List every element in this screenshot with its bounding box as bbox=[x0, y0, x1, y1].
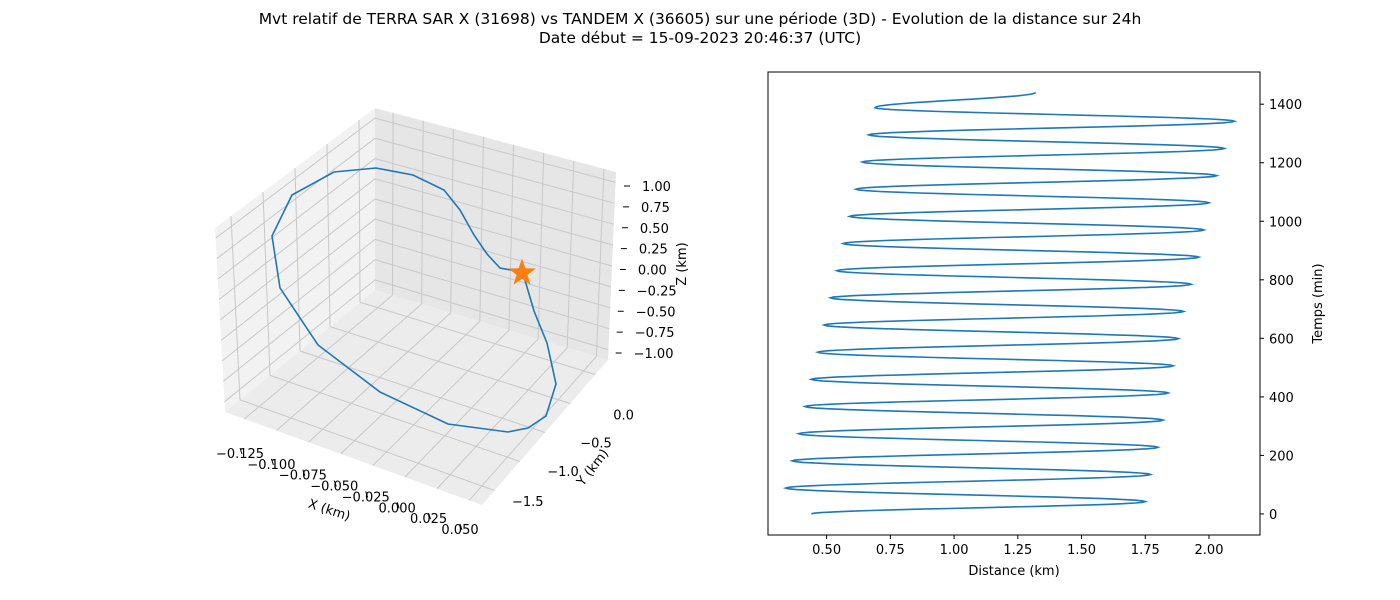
x-tick-mark bbox=[333, 480, 337, 487]
grid-horizontal bbox=[216, 137, 615, 260]
x-tick-mark bbox=[239, 447, 243, 455]
z-tick-label: 0.25 bbox=[639, 243, 668, 258]
x-tick-label: −0.100 bbox=[247, 458, 295, 473]
x-tick-label: −0.050 bbox=[310, 480, 358, 495]
y-tick-label: 1200 bbox=[1269, 157, 1302, 172]
chart-distance-vs-time: 0.50 0.75 1.00 1.25 1.50 1.75 2.00 0 200 400 600 80… bbox=[767, 71, 1326, 579]
x-tick-mark bbox=[365, 491, 369, 498]
z-tick-label: 0.00 bbox=[638, 264, 667, 279]
y-tick-label: 600 bbox=[1269, 332, 1294, 347]
x-tick-label: 1.50 bbox=[1067, 543, 1096, 558]
z-tick-label: −0.75 bbox=[635, 326, 675, 341]
grid-floor-y bbox=[359, 301, 596, 375]
z-tick-label: −0.25 bbox=[637, 284, 677, 299]
y-tick-label: 800 bbox=[1269, 274, 1294, 289]
x-tick-mark bbox=[428, 512, 432, 520]
pane-back bbox=[375, 108, 616, 360]
x-tick-label: 2.00 bbox=[1195, 543, 1224, 558]
grid-3d bbox=[215, 112, 616, 501]
x-tick-mark bbox=[270, 458, 274, 466]
grid-horizontal bbox=[215, 117, 616, 239]
grid-floor-y bbox=[299, 350, 546, 433]
y-tick-label: −1.0 bbox=[547, 465, 579, 480]
pane-left bbox=[215, 108, 375, 412]
z-tick-label: 0.50 bbox=[640, 222, 669, 237]
grid-horizontal bbox=[219, 198, 613, 321]
x-tick-mark bbox=[302, 469, 306, 476]
x-tick-mark bbox=[459, 523, 463, 531]
grid-horizontal bbox=[221, 238, 611, 362]
figure-subtitle: Date début = 15-09-2023 20:46:37 (UTC) bbox=[538, 29, 862, 47]
z-tick-label: −1.00 bbox=[634, 347, 674, 362]
grid-horizontal bbox=[224, 279, 609, 403]
y-tick-label: 1400 bbox=[1269, 98, 1302, 113]
grid-horizontal bbox=[217, 158, 614, 280]
figure-title: Mvt relatif de TERRA SAR X (31698) vs TA… bbox=[258, 10, 1142, 28]
x-tick-label: 0.50 bbox=[812, 543, 841, 558]
x-tick-label: −0.075 bbox=[279, 469, 327, 484]
x-tick-mark bbox=[396, 502, 400, 509]
chart-3d-trajectory: −0.125−0.100−0.075−0.050−0.0250.0000.025… bbox=[215, 108, 690, 538]
x-tick-label: 0.000 bbox=[379, 501, 416, 516]
z-tick-label: −0.50 bbox=[636, 305, 676, 320]
plot-frame bbox=[767, 71, 1261, 536]
x-tick-label: 0.75 bbox=[876, 543, 905, 558]
y-tick-label: 0 bbox=[1269, 508, 1277, 523]
x-tick-label: 0.050 bbox=[441, 523, 478, 538]
y-axis-label: Temps (min) bbox=[1311, 263, 1326, 344]
y-axis-label: Y (km) bbox=[574, 447, 613, 490]
x-tick-label: −0.025 bbox=[342, 490, 390, 505]
y-tick-label: 1000 bbox=[1269, 215, 1302, 230]
grid-horizontal bbox=[220, 218, 612, 341]
origin-star-marker bbox=[508, 258, 536, 285]
y-tick-label: −0.5 bbox=[580, 437, 612, 452]
z-tick-label: 1.00 bbox=[642, 180, 671, 195]
grid-horizontal bbox=[218, 178, 614, 300]
z-axis-label: Z (km) bbox=[675, 242, 690, 285]
x-tick-label: 1.00 bbox=[940, 543, 969, 558]
x-axis-label: Distance (km) bbox=[968, 564, 1059, 579]
z-tick-label: 0.75 bbox=[641, 201, 670, 216]
x-tick-label: −0.125 bbox=[216, 447, 264, 462]
y-tick-label: 400 bbox=[1269, 391, 1294, 406]
grid-floor-y bbox=[239, 399, 495, 491]
grid-floor-y bbox=[329, 326, 571, 404]
x-tick-label: 1.75 bbox=[1131, 543, 1160, 558]
grid-horizontal bbox=[222, 259, 610, 382]
y-tick-label: 0.0 bbox=[613, 409, 634, 424]
x-tick-label: 0.025 bbox=[410, 512, 447, 527]
distance-line bbox=[782, 91, 1238, 515]
y-tick-label: −1.5 bbox=[512, 495, 544, 510]
grid-floor-y bbox=[269, 374, 520, 462]
x-tick-label: 1.25 bbox=[1003, 543, 1032, 558]
trajectory-line bbox=[271, 167, 557, 433]
y-tick-label: 200 bbox=[1269, 449, 1294, 464]
